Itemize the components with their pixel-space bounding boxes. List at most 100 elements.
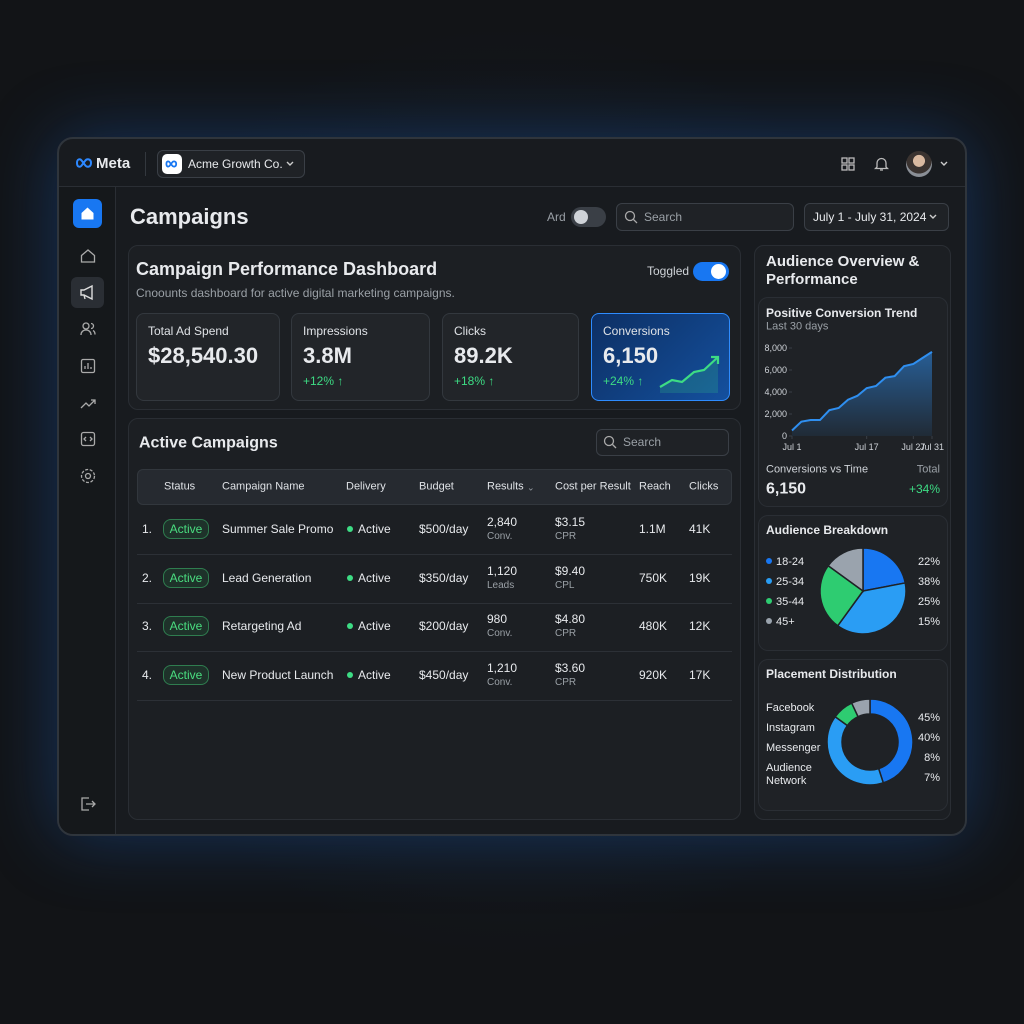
row-divider (137, 699, 732, 701)
trend-subtitle: Last 30 days (766, 320, 829, 333)
breakdown-title: Audience Breakdown (766, 522, 889, 537)
kpi-change: +12% ↑ (303, 373, 344, 388)
value-label: 8% (924, 752, 940, 764)
placement-title: Placement Distribution (766, 666, 897, 681)
clicks: 17K (689, 667, 711, 682)
apps-icon[interactable] (841, 157, 855, 171)
legend-label: 18-24 (776, 556, 804, 568)
table-search[interactable] (596, 429, 729, 456)
y-tick-label: 2,000 (764, 409, 787, 419)
reach: 1.1M (639, 521, 666, 536)
x-tick-label: Jul 17 (855, 442, 879, 452)
nav-trends[interactable] (80, 395, 97, 411)
value-label: 40% (918, 732, 940, 744)
row-index: 2. (142, 570, 153, 585)
results-unit: Conv. (487, 628, 513, 639)
sparkline-area (660, 357, 718, 393)
nav-logout[interactable] (80, 796, 96, 812)
nav-home[interactable] (80, 248, 96, 264)
total-label: Total (916, 463, 940, 476)
slice (827, 547, 864, 593)
chevron (940, 161, 948, 166)
slice (869, 698, 914, 784)
row-index: 3. (142, 618, 153, 633)
status-badge: Active (163, 664, 209, 685)
slice (850, 698, 871, 718)
y-tick-label: 4,000 (764, 387, 787, 397)
legend-label: 35-44 (776, 596, 804, 608)
nav-campaigns-selected[interactable] (71, 277, 104, 308)
row-divider (137, 602, 732, 604)
y-tick-label: 8,000 (764, 343, 787, 353)
legend-label: Facebook (766, 702, 815, 714)
value-label: 22% (918, 556, 940, 568)
delivery: Active (358, 667, 391, 682)
delivery-dot (347, 526, 353, 532)
kpi-card (136, 313, 280, 401)
account-switcher[interactable] (157, 150, 305, 178)
kpi-value: $28,540.30 (148, 342, 259, 368)
kpi-label: Impressions (303, 323, 368, 338)
toggle-knob (711, 264, 726, 279)
kpi-value: 89.2K (454, 342, 513, 368)
chevron (929, 214, 937, 219)
megaphone-icon (80, 284, 93, 301)
meta-logo (75, 158, 93, 168)
cost: $3.15 (555, 514, 586, 529)
results-unit: Leads (487, 579, 515, 591)
avatar[interactable] (906, 151, 932, 177)
account-name: Acme Growth Co. (188, 156, 283, 171)
column-header: Reach (639, 480, 671, 493)
toggle-label: Ard (547, 209, 566, 224)
legend-label: Messenger (766, 742, 821, 754)
slice (836, 582, 907, 635)
audience-title: Audience Overview & Performance (766, 253, 920, 288)
nav-settings[interactable] (79, 467, 97, 485)
kpi-label: Conversions (603, 323, 670, 338)
budget: $200/day (419, 618, 469, 633)
column-header: Delivery (346, 480, 386, 493)
kpi-card (442, 313, 579, 401)
row-divider (137, 651, 732, 652)
kpi-change: +24% ↑ (603, 373, 644, 388)
delivery: Active (358, 521, 391, 536)
legend-label: 25-34 (776, 576, 804, 588)
dashboard-subtitle: Cnoounts dashboard for active digital ma… (136, 285, 455, 300)
table-header-bg (137, 469, 732, 505)
nav-reports[interactable] (80, 358, 96, 374)
cost-unit: CPL (555, 579, 575, 591)
y-tick-label: 6,000 (764, 365, 787, 375)
legend-dot (766, 558, 772, 564)
kpi-label: Clicks (454, 323, 486, 338)
value-label: 38% (918, 576, 940, 588)
cost-unit: CPR (555, 676, 577, 688)
delivery: Active (358, 618, 391, 633)
legend-dot (766, 618, 772, 624)
sparkline (659, 356, 719, 388)
legend-label: 45+ (776, 616, 795, 628)
nav-audience[interactable] (80, 321, 96, 337)
sort-icon: ⌄ (527, 482, 535, 493)
x-tick-label: Jul 31 (920, 442, 944, 452)
nav-tools[interactable] (80, 431, 96, 447)
total-change: +34% (908, 481, 940, 496)
campaign-name: Retargeting Ad (222, 618, 302, 633)
results: 1,120 (487, 563, 518, 578)
search-box[interactable] (616, 203, 794, 231)
trend-title: Positive Conversion Trend (766, 305, 918, 320)
notifications-icon[interactable] (874, 156, 889, 172)
kpi-change: +18% ↑ (454, 373, 495, 388)
line (791, 351, 933, 432)
date-range: July 1 - July 31, 2024 (813, 209, 927, 224)
account-logo (165, 160, 178, 168)
row-index: 1. (142, 521, 153, 536)
results: 980 (487, 611, 508, 626)
slice (826, 715, 885, 786)
reach: 750K (639, 570, 668, 585)
cost: $3.60 (555, 660, 586, 675)
clicks: 41K (689, 521, 711, 536)
cost-unit: CPR (555, 628, 577, 639)
date-picker[interactable] (804, 203, 949, 231)
legend-dot (766, 598, 772, 604)
